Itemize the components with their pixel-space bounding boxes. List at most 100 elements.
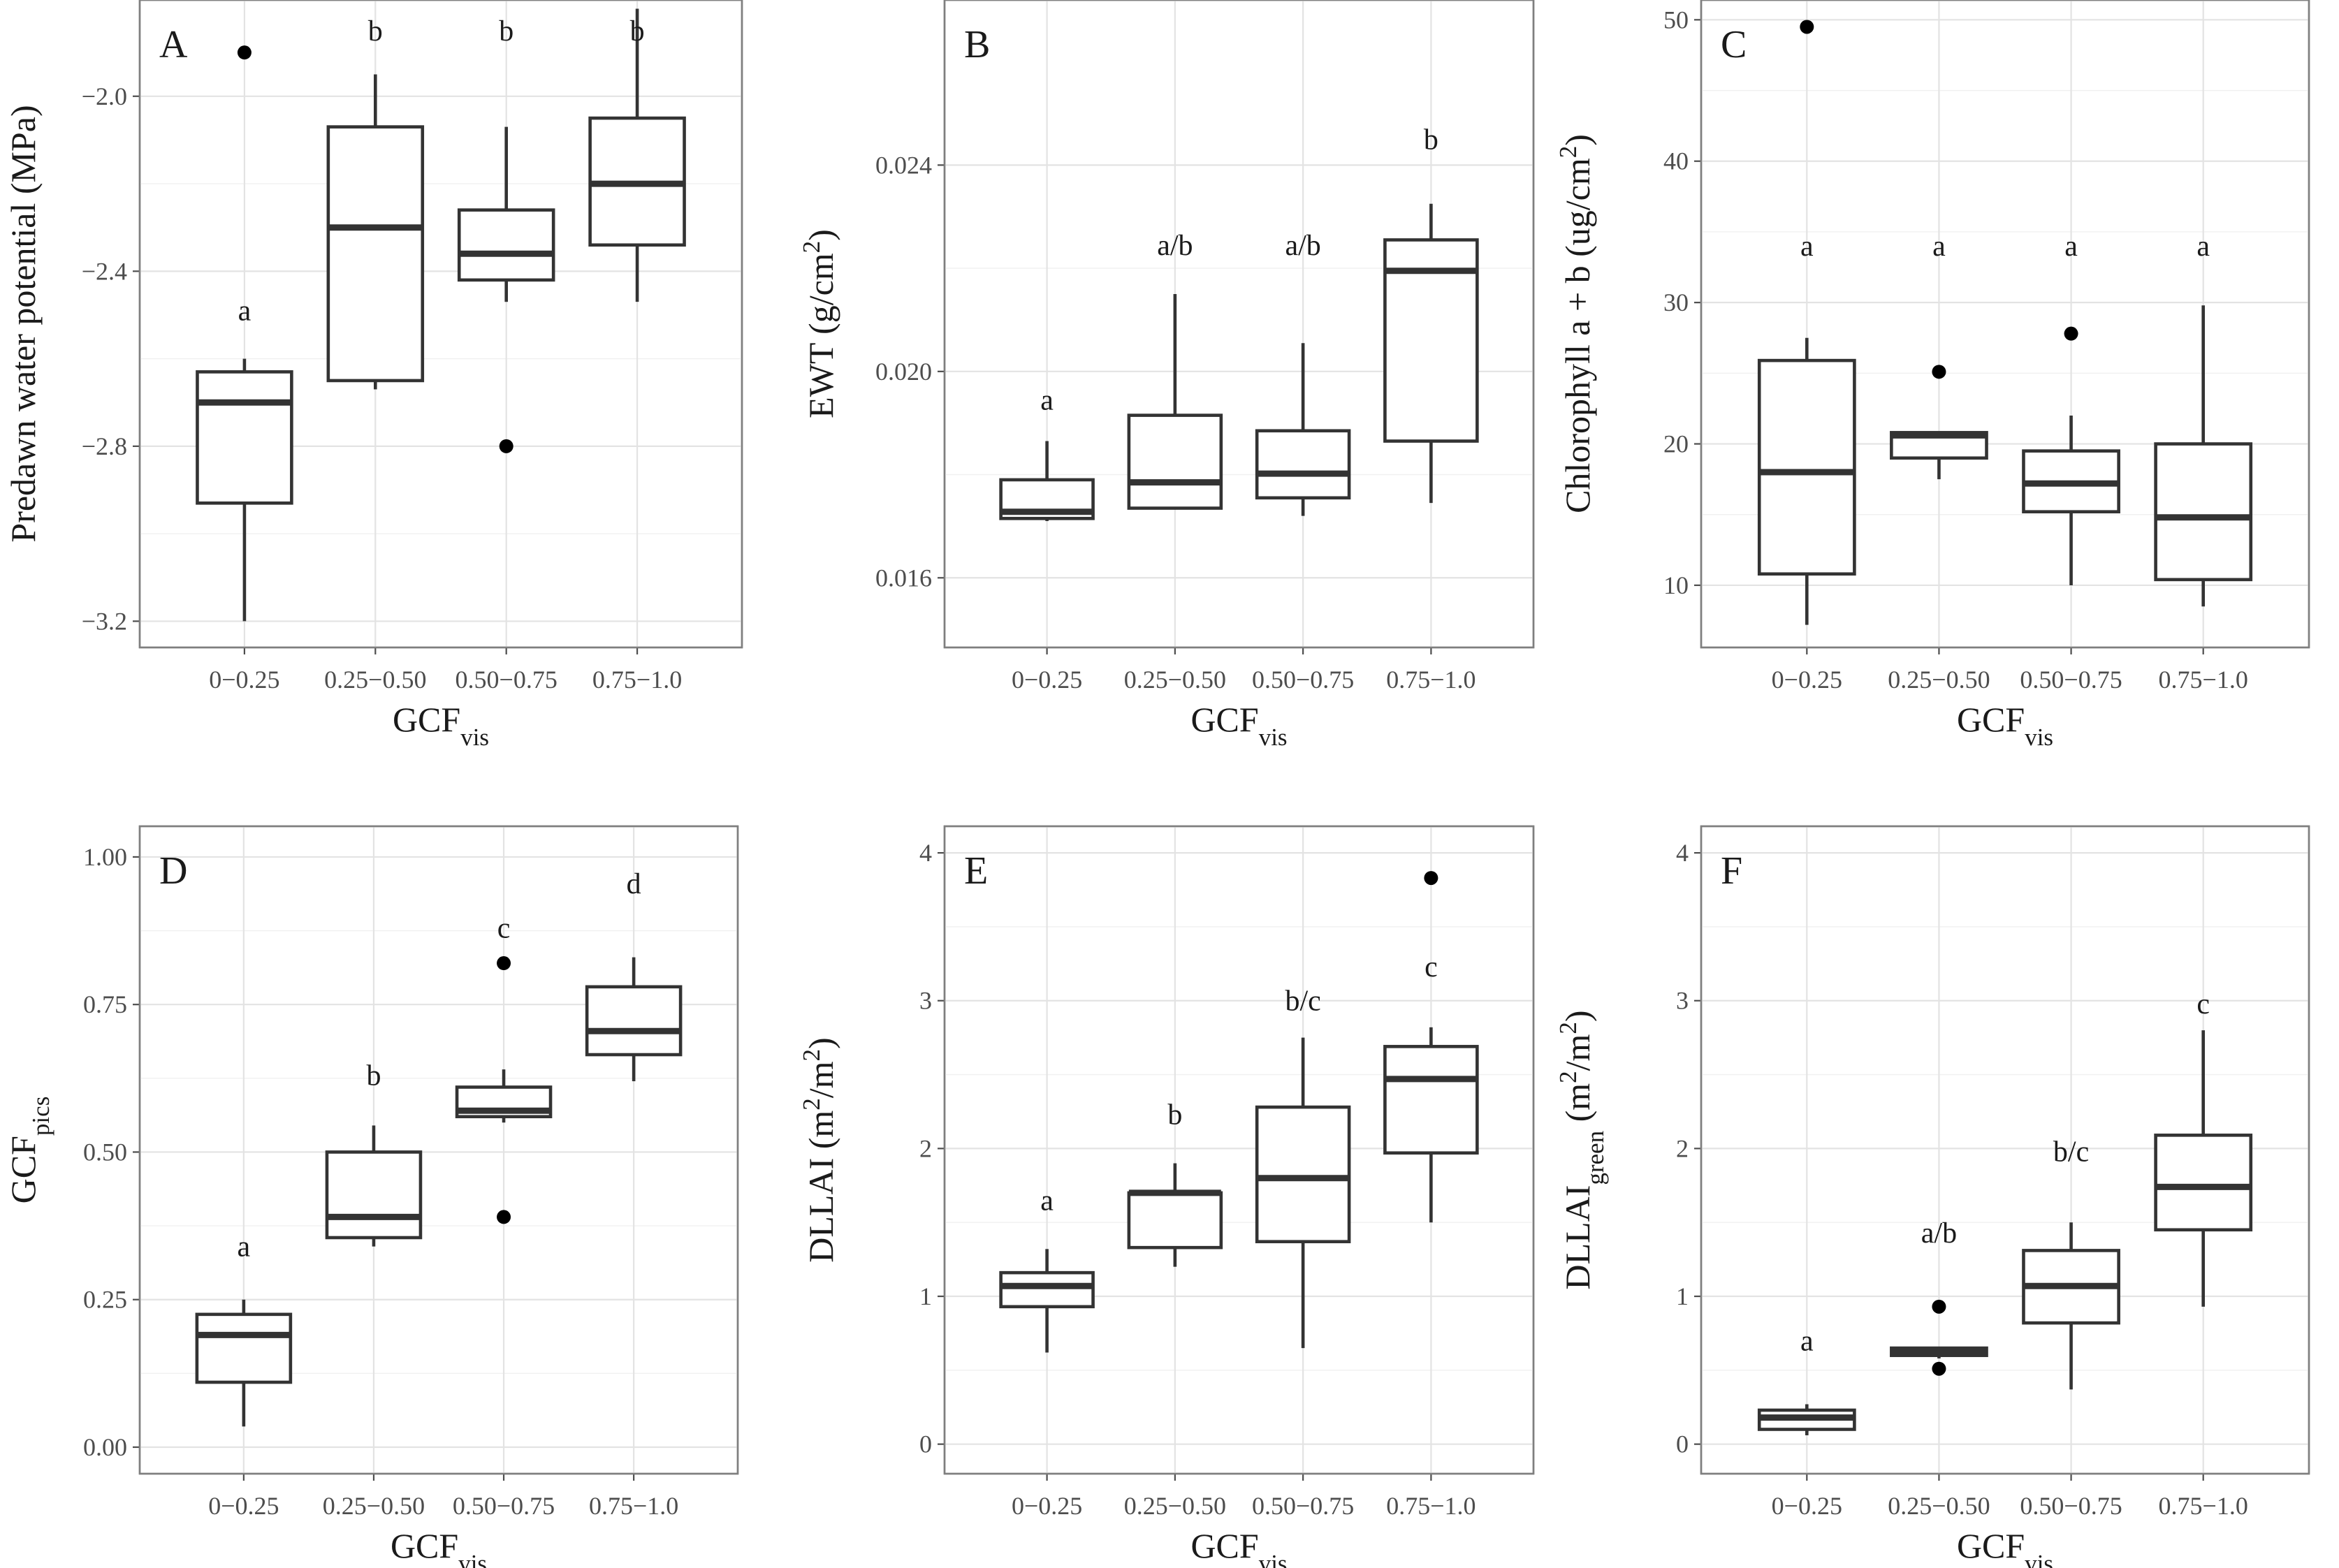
box-iqr	[325, 1150, 423, 1240]
panel-letter: E	[964, 849, 988, 893]
box-3: b/c	[2022, 1136, 2120, 1390]
x-tick-label: 0.50−0.75	[1252, 666, 1354, 694]
box-1: a	[999, 384, 1095, 522]
y-axis-title: GCFpics	[3, 1097, 54, 1204]
outlier-point	[1424, 871, 1438, 886]
significance-letter: a	[1800, 230, 1814, 263]
y-tick-label: −2.8	[82, 432, 127, 460]
box-iqr	[326, 125, 425, 383]
x-tick-label: 0−0.25	[1772, 666, 1842, 694]
y-tick-label: 20	[1663, 430, 1689, 458]
x-tick-label: 0.50−0.75	[2020, 666, 2122, 694]
box-2: a/b	[1890, 1217, 1988, 1376]
box-4: d	[585, 868, 683, 1082]
significance-letter: b/c	[1285, 986, 1320, 1018]
significance-letter: a	[238, 295, 252, 328]
significance-letter: a/b	[1285, 230, 1320, 262]
y-tick-label: 50	[1663, 6, 1689, 34]
plot-border	[943, 0, 1535, 649]
y-tick-label: 0.50	[83, 1138, 127, 1166]
significance-letter: a	[2196, 230, 2210, 263]
x-axis-title: GCFvis	[1957, 1526, 2053, 1568]
outlier-point	[497, 1210, 511, 1224]
box-3: c	[455, 912, 553, 1224]
x-tick-label: 0.25−0.50	[1888, 666, 1990, 694]
x-tick-label: 0.75−1.0	[1386, 1492, 1475, 1520]
panel-e: 0 1 2 3 4 0−0.25 0.25−0.50 0.50−0.75 0.75−1.0 a b b…	[798, 825, 1535, 1568]
significance-letter: c	[2196, 988, 2210, 1020]
y-tick-label: 30	[1663, 288, 1689, 316]
panel-letter: D	[159, 849, 187, 893]
y-tick-label: −2.4	[82, 257, 127, 285]
x-tick-label: 0−0.25	[1012, 666, 1082, 694]
y-tick-label: 0	[1676, 1430, 1689, 1458]
x-tick-label: 0.25−0.50	[324, 666, 426, 694]
outlier-point	[1932, 1361, 1946, 1376]
box-3: b	[457, 15, 555, 453]
significance-letter: a	[1800, 1326, 1814, 1358]
plot-border	[1700, 825, 2310, 1475]
significance-letter: b	[1167, 1099, 1182, 1131]
x-tick-label: 0−0.25	[208, 1492, 279, 1520]
significance-letter: a	[238, 1231, 251, 1263]
box-iqr	[1127, 413, 1223, 510]
significance-letter: c	[497, 912, 511, 944]
panel-letter: F	[1721, 849, 1742, 893]
panel-letter: C	[1721, 23, 1747, 66]
panels: −3.2 −2.8 −2.4 −2.0 0−0.25 0.25−0.50 0.50−0.75…	[3, 0, 2310, 1568]
box-2: b	[1127, 1099, 1223, 1267]
y-tick-label: 0.25	[83, 1286, 127, 1314]
box-iqr	[2154, 1134, 2253, 1232]
x-tick-label: 0.25−0.50	[1888, 1492, 1990, 1520]
y-tick-label: 40	[1663, 147, 1689, 175]
panel-f: 0 1 2 3 4 0−0.25 0.25−0.50 0.50−0.75 0.75−1.0 a a/…	[1554, 825, 2310, 1568]
outlier-point	[499, 439, 513, 453]
y-tick-label: 0.00	[83, 1433, 127, 1461]
box-iqr	[1127, 1191, 1223, 1250]
x-tick-label: 0.25−0.50	[1124, 666, 1226, 694]
box-iqr	[1255, 1105, 1351, 1244]
box-1: a	[1757, 1326, 1856, 1435]
y-tick-label: 4	[1676, 839, 1689, 867]
y-tick-label: 10	[1663, 571, 1689, 599]
box-4: c	[1383, 871, 1479, 1223]
y-tick-label: 2	[919, 1134, 932, 1162]
outlier-point	[1932, 365, 1946, 379]
plot-border	[138, 825, 739, 1475]
y-tick-label: 1	[1676, 1282, 1689, 1310]
outlier-point	[1932, 1299, 1946, 1314]
box-1: a	[1757, 20, 1856, 625]
box-iqr	[999, 1270, 1095, 1309]
panel-d: 0.00 0.25 0.50 0.75 1.00 0−0.25 0.25−0.50 0.50−…	[3, 825, 739, 1568]
significance-letter: b	[368, 15, 383, 47]
y-tick-label: 2	[1676, 1134, 1689, 1162]
x-tick-label: 0.25−0.50	[323, 1492, 425, 1520]
plot-area	[138, 0, 743, 649]
plot-border	[1700, 0, 2310, 649]
y-tick-label: −2.0	[82, 82, 127, 110]
significance-letter: a	[1040, 1185, 1054, 1217]
y-tick-label: 3	[919, 987, 932, 1015]
outlier-point	[237, 45, 252, 60]
x-tick-label: 0−0.25	[209, 666, 279, 694]
x-tick-label: 0.50−0.75	[453, 1492, 555, 1520]
x-axis-title: GCFvis	[393, 700, 489, 751]
x-tick-label: 0.75−1.0	[2159, 666, 2248, 694]
significance-letter: d	[627, 868, 641, 900]
box-iqr	[1757, 358, 1856, 576]
significance-letter: a	[1040, 384, 1054, 416]
box-iqr	[457, 208, 555, 282]
x-tick-label: 0.50−0.75	[2020, 1492, 2122, 1520]
x-tick-label: 0.75−1.0	[592, 666, 682, 694]
plot-border	[943, 825, 1535, 1475]
significance-letter: b/c	[2053, 1136, 2089, 1168]
y-tick-label: 0.75	[83, 990, 127, 1018]
x-tick-label: 0−0.25	[1012, 1492, 1082, 1520]
x-tick-label: 0.75−1.0	[2159, 1492, 2248, 1520]
y-tick-label: 0.024	[875, 151, 932, 179]
box-2: a/b	[1127, 230, 1223, 510]
significance-letter: b	[366, 1060, 381, 1092]
box-2: b	[325, 1060, 423, 1247]
box-1: a	[196, 45, 293, 622]
